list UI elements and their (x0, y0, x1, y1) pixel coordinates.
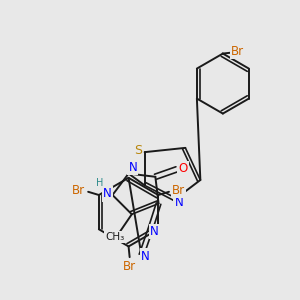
Text: N: N (103, 188, 112, 200)
Text: CH₃: CH₃ (105, 232, 124, 242)
Text: Br: Br (231, 45, 244, 58)
Text: N: N (175, 196, 183, 209)
Text: Br: Br (123, 260, 136, 273)
Text: N: N (150, 225, 159, 238)
Text: O: O (178, 162, 188, 175)
Text: N: N (128, 160, 137, 174)
Text: H: H (96, 178, 103, 188)
Text: Br: Br (172, 184, 185, 197)
Text: N: N (141, 250, 150, 262)
Text: Br: Br (72, 184, 85, 197)
Text: S: S (134, 143, 142, 157)
